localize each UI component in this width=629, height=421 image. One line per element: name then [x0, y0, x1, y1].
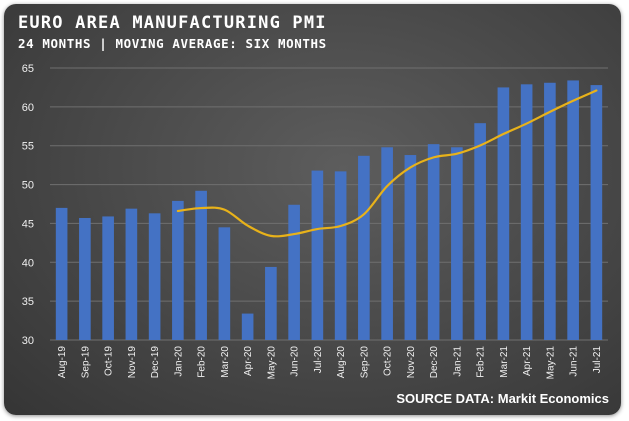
y-tick-label: 30	[22, 335, 34, 347]
bar	[79, 217, 91, 340]
bar	[288, 204, 300, 340]
x-tick-label: Aug-19	[57, 346, 68, 379]
x-tick-label: Apr-21	[522, 346, 533, 376]
x-tick-label: Mar-20	[220, 346, 231, 378]
bar	[358, 155, 370, 340]
bar	[195, 190, 207, 340]
x-tick-label: Jan-21	[452, 346, 463, 377]
y-tick-label: 35	[22, 296, 34, 308]
moving-average-line	[176, 89, 598, 238]
bar	[427, 144, 440, 340]
bar	[567, 80, 579, 340]
bar	[265, 266, 277, 340]
y-tick-label: 50	[22, 180, 34, 192]
x-tick-label: Nov-19	[127, 346, 138, 379]
bar	[125, 208, 138, 340]
x-tick-label: Apr-20	[243, 346, 254, 376]
bar	[334, 171, 347, 340]
x-tick-label: Dec-20	[429, 346, 440, 379]
moving-average-series	[176, 89, 598, 238]
x-tick-label: Aug-20	[336, 346, 347, 379]
y-tick-label: 60	[22, 102, 34, 114]
chart-card: 30 35 40 45 50 55 60 65 Aug-19 Sep-19 Oct-19 Nov-1…	[4, 4, 621, 415]
y-axis-tick-labels: 30 35 40 45 50 55 60 65	[22, 63, 34, 347]
x-tick-label: Feb-20	[197, 346, 208, 378]
x-tick-label: May-20	[266, 346, 277, 380]
y-tick-label: 55	[22, 141, 34, 153]
x-tick-label: Sep-20	[359, 346, 370, 379]
chart-plot: 30 35 40 45 50 55 60 65 Aug-19 Sep-19 Oct-19 Nov-1…	[22, 63, 608, 380]
chart-subtitle: 24 MONTHS | MOVING AVERAGE: SIX MONTHS	[18, 36, 327, 51]
bar	[218, 227, 231, 340]
bar	[55, 207, 68, 340]
bar	[148, 213, 161, 340]
bar	[497, 87, 510, 340]
x-tick-label: Jan-20	[173, 346, 184, 377]
x-tick-label: May-21	[545, 346, 556, 380]
x-tick-label: Feb-21	[476, 346, 487, 378]
y-tick-label: 45	[22, 218, 34, 230]
x-tick-label: Sep-19	[80, 346, 91, 379]
bar	[590, 85, 603, 341]
bar	[404, 155, 417, 340]
y-tick-label: 40	[22, 257, 34, 269]
x-tick-label: Oct-20	[383, 346, 394, 376]
x-tick-label: Jul-21	[592, 346, 603, 374]
bar	[544, 82, 556, 340]
x-axis-tick-labels: Aug-19 Sep-19 Oct-19 Nov-19 Dec-19 Jan-20 Feb-…	[57, 346, 603, 380]
x-tick-label: Dec-19	[150, 346, 161, 379]
x-tick-label: Jun-21	[569, 346, 580, 377]
bar-series	[55, 80, 603, 341]
x-tick-label: Jul-20	[313, 346, 324, 374]
bar	[381, 147, 393, 340]
bar	[102, 216, 114, 340]
x-tick-label: Oct-19	[104, 346, 115, 376]
bar	[311, 170, 324, 340]
bar	[172, 200, 184, 340]
y-tick-label: 65	[22, 63, 34, 75]
bar	[474, 123, 486, 340]
x-tick-label: Nov-20	[406, 346, 417, 379]
source-note: SOURCE DATA: Markit Economics	[396, 391, 609, 406]
bar	[520, 84, 533, 340]
gridlines	[50, 67, 608, 341]
bar	[241, 313, 254, 340]
chart-title: EURO AREA MANUFACTURING PMI	[18, 13, 327, 33]
x-tick-label: Mar-21	[499, 346, 510, 378]
x-tick-label: Jun-20	[290, 346, 301, 377]
bar	[451, 147, 463, 340]
